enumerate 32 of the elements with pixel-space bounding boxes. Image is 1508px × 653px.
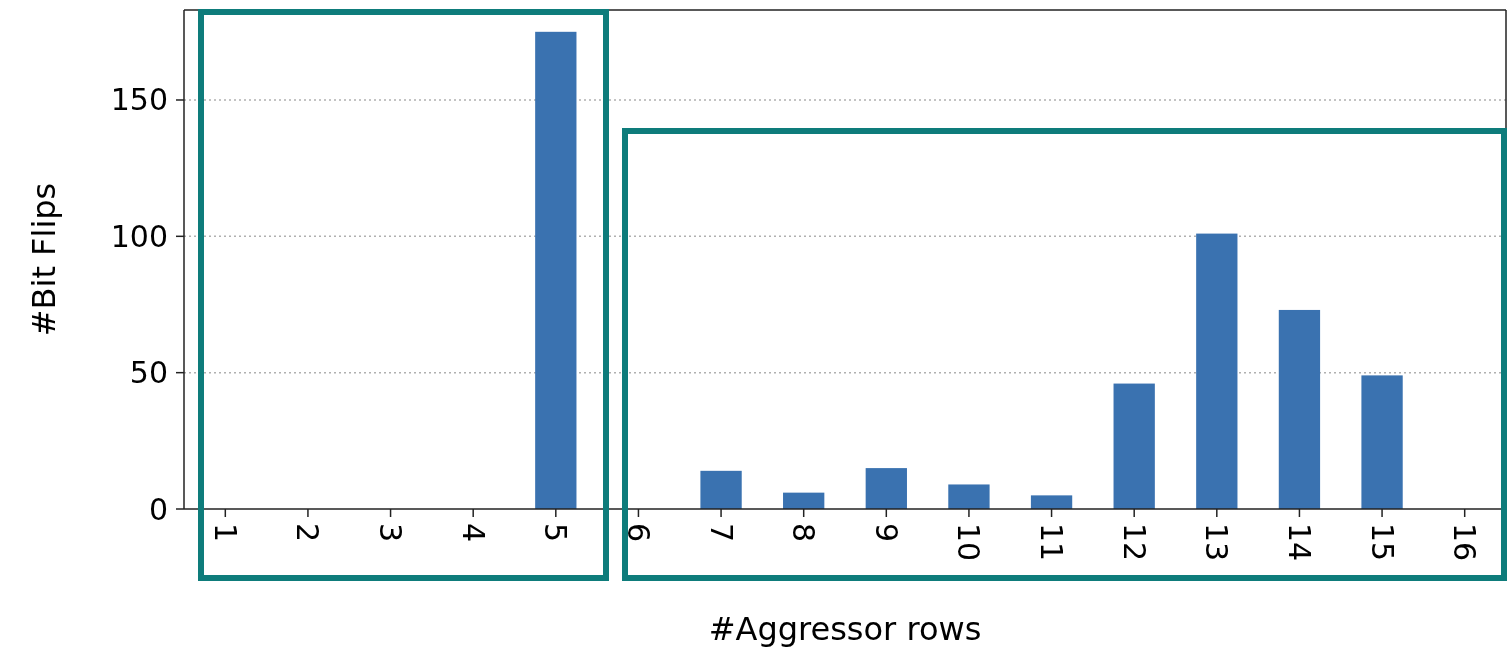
bar xyxy=(700,470,742,509)
x-tick-label: 2 xyxy=(290,523,326,543)
y-tick-label: 50 xyxy=(129,355,168,391)
x-tick-label: 16 xyxy=(1447,523,1483,562)
x-tick-label: 12 xyxy=(1116,523,1152,562)
bar xyxy=(1278,309,1321,509)
x-tick-label: 7 xyxy=(703,523,739,543)
bar xyxy=(1361,375,1403,509)
x-tick-label: 5 xyxy=(538,523,574,543)
x-axis-title: #Aggressor rows xyxy=(708,610,982,648)
x-tick-label: 9 xyxy=(868,523,904,543)
bar xyxy=(948,484,990,509)
bar xyxy=(1113,383,1155,509)
bar xyxy=(1196,233,1238,509)
x-tick-label: 14 xyxy=(1281,523,1317,562)
y-tick-label: 0 xyxy=(148,491,168,527)
bar xyxy=(783,492,825,509)
x-tick-label: 4 xyxy=(455,523,491,543)
y-tick-label: 100 xyxy=(110,218,168,254)
y-tick-label: 150 xyxy=(110,82,168,118)
bar xyxy=(1030,495,1073,509)
x-tick-label: 1 xyxy=(207,523,243,543)
x-tick-label: 3 xyxy=(373,523,409,543)
x-tick-label: 15 xyxy=(1364,523,1400,562)
x-tick-label: 11 xyxy=(1034,523,1070,562)
x-tick-label: 8 xyxy=(786,523,822,543)
x-tick-label: 13 xyxy=(1199,523,1235,562)
bar xyxy=(535,31,577,509)
x-tick-label: 10 xyxy=(951,523,987,562)
y-axis-title: #Bit Flips xyxy=(25,182,63,337)
bar xyxy=(865,468,907,509)
x-tick-label: 6 xyxy=(620,523,656,543)
